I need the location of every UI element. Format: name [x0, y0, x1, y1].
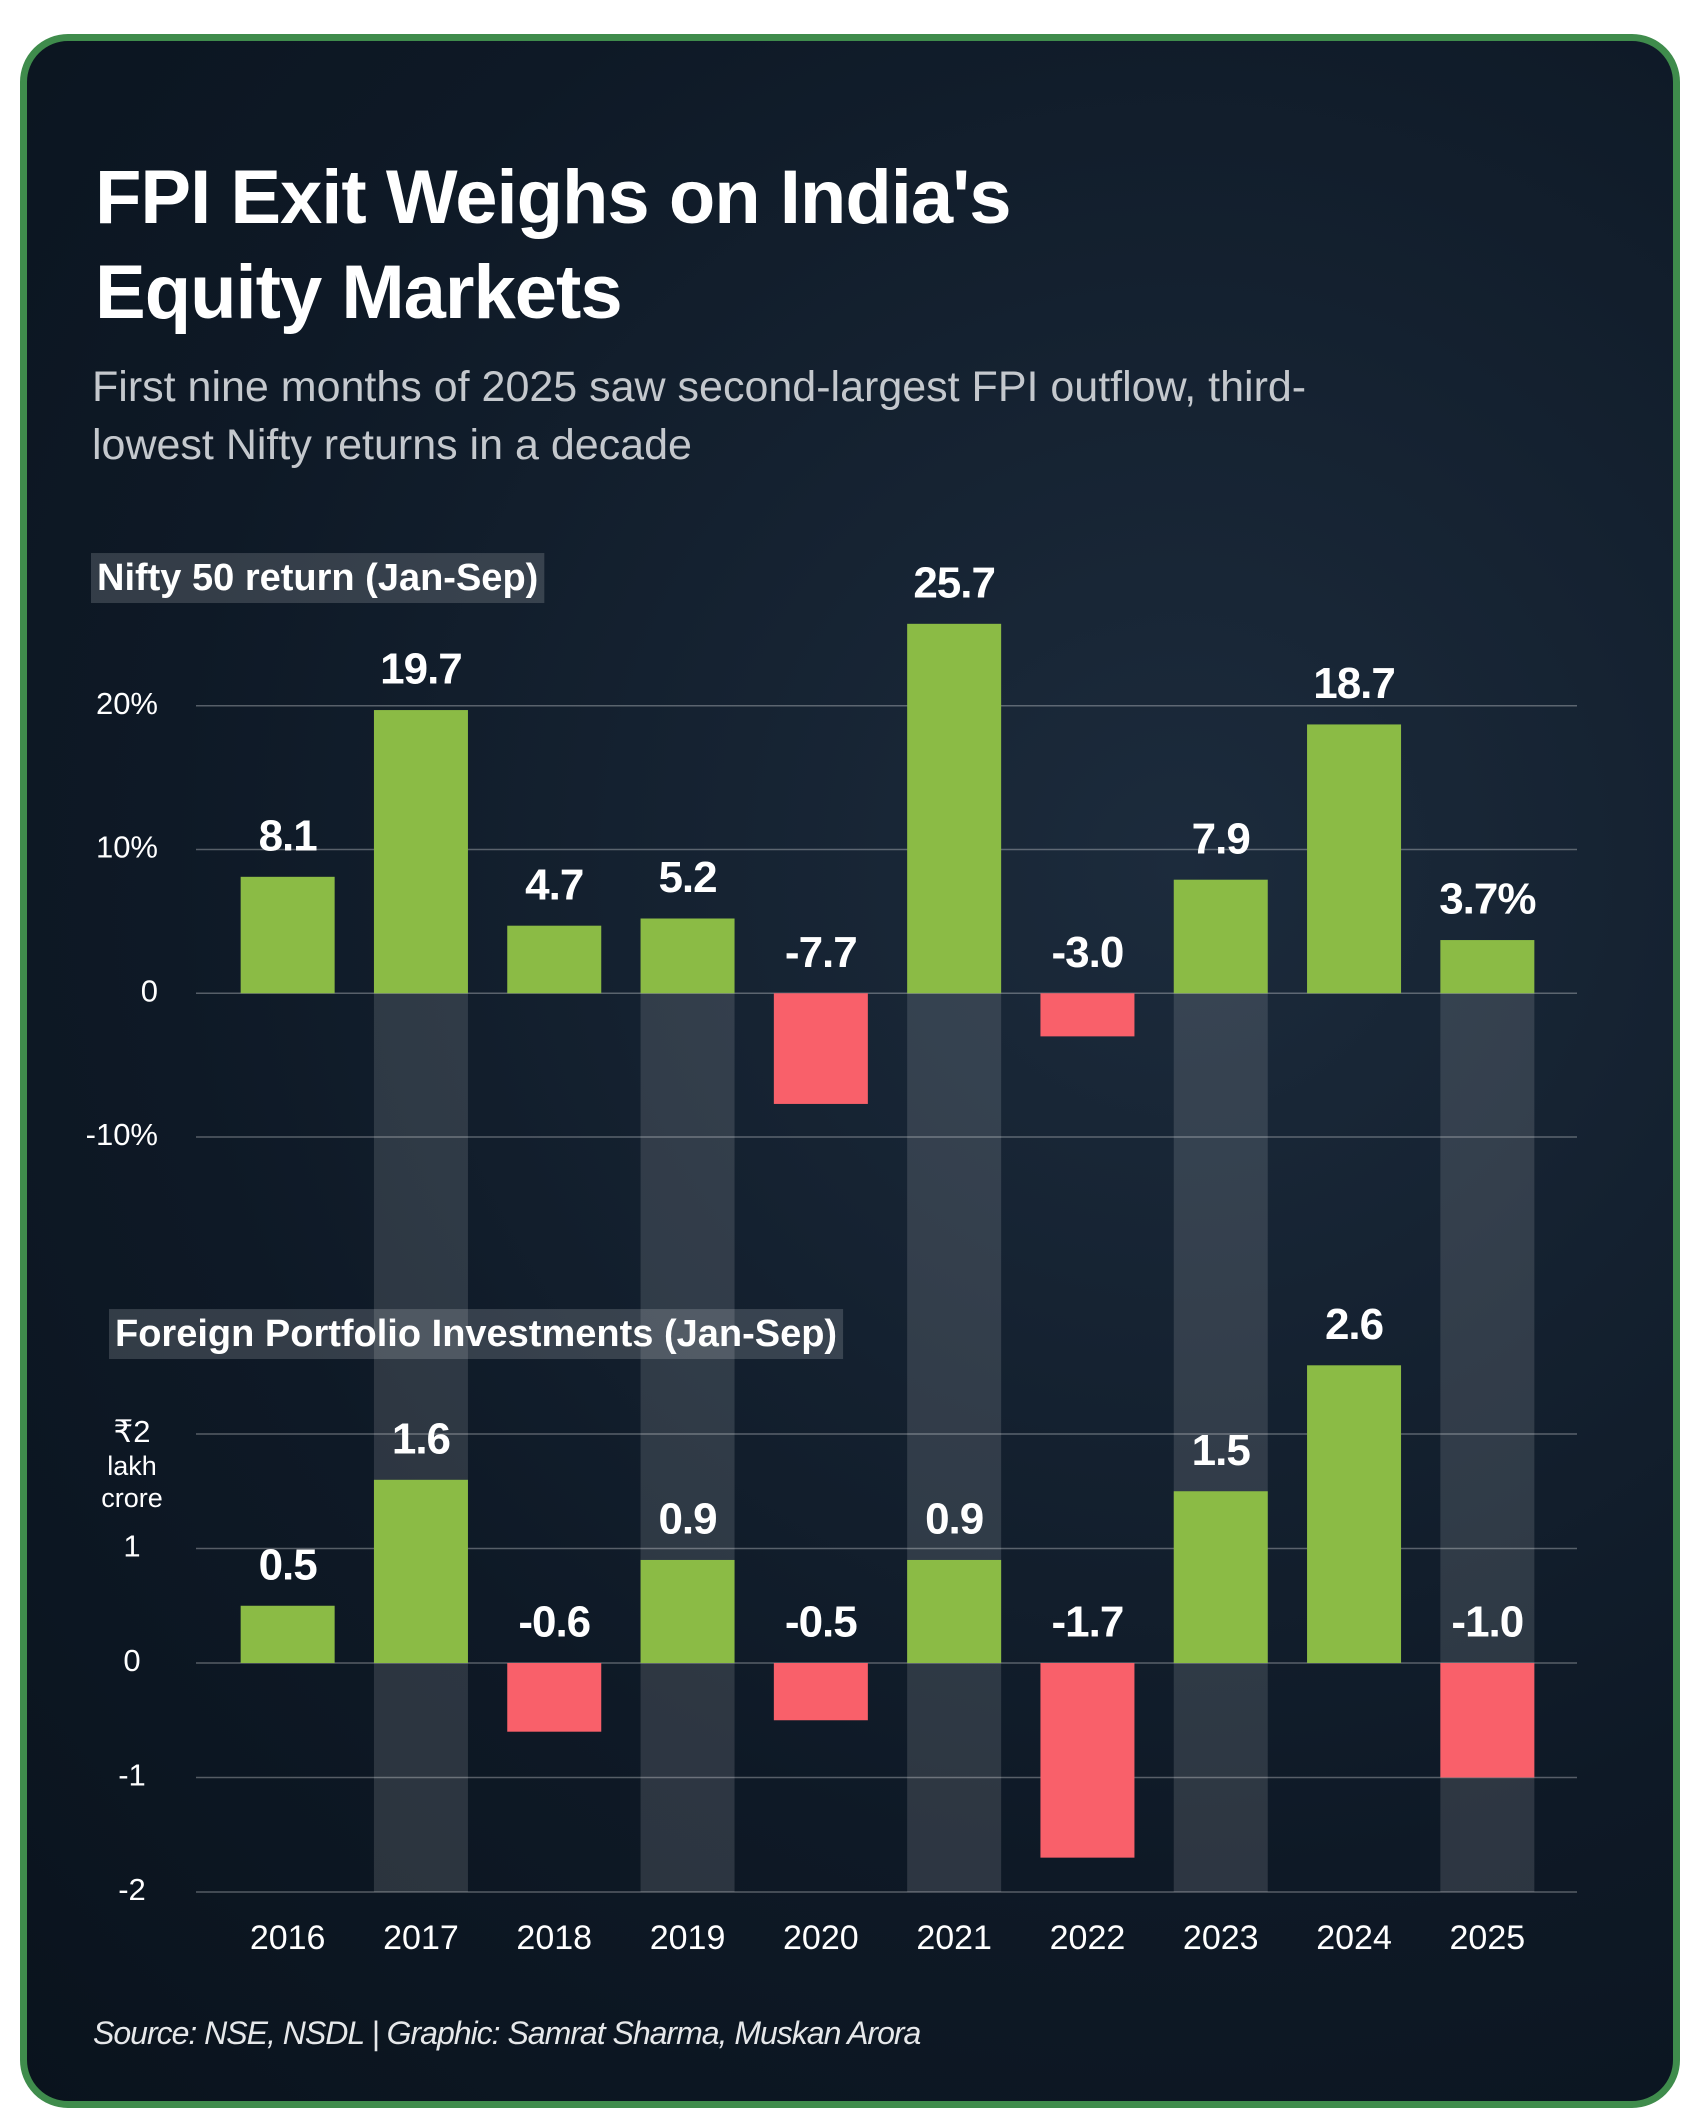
bar: [373, 1479, 468, 1663]
value-label: 2.6: [1325, 1300, 1383, 1349]
bar: [240, 1605, 335, 1663]
value-label: 4.7: [525, 860, 583, 909]
value-label: 0.9: [658, 1495, 716, 1544]
y-tick-label: -10%: [86, 1117, 158, 1152]
value-label: 1.6: [392, 1414, 450, 1463]
bar: [240, 876, 335, 994]
value-label: 7.9: [1192, 814, 1250, 863]
bar: [773, 993, 868, 1104]
value-label: 19.7: [380, 645, 462, 694]
y-tick-label: 1: [123, 1529, 140, 1564]
column-shade: [1173, 993, 1268, 1892]
bar: [1040, 1663, 1135, 1858]
bar: [1440, 940, 1535, 994]
title: FPI Exit Weighs on India's Equity Market…: [95, 155, 1011, 335]
chart-title-bg: [109, 1309, 844, 1360]
value-label: 0.9: [925, 1495, 983, 1544]
bar: [1307, 1365, 1402, 1663]
value-label: 25.7: [913, 558, 995, 607]
value-label: -7.7: [785, 928, 857, 977]
y-tick-label: -1: [118, 1758, 146, 1793]
y-tick-label: -2: [118, 1872, 146, 1907]
bar: [507, 1663, 602, 1732]
y-unit: crore: [101, 1483, 163, 1513]
column-shade: [640, 993, 735, 1892]
y-tick-label: 0: [141, 973, 158, 1008]
bar: [1173, 879, 1268, 994]
bar: [640, 1559, 735, 1663]
x-tick-label: 2020: [783, 1919, 859, 1957]
value-label: 8.1: [259, 811, 318, 860]
value-label: -1.0: [1451, 1598, 1523, 1647]
value-label: -0.5: [785, 1598, 857, 1647]
bar: [1173, 1491, 1268, 1663]
y-unit: lakh: [107, 1451, 157, 1481]
x-tick-label: 2017: [383, 1919, 459, 1957]
bar: [907, 1559, 1002, 1663]
bar: [1440, 1663, 1535, 1778]
x-tick-label: 2018: [516, 1919, 592, 1957]
x-tick-label: 2025: [1450, 1919, 1526, 1957]
x-tick-label: 2019: [650, 1919, 726, 1957]
bar: [373, 710, 468, 994]
bar: [907, 623, 1002, 994]
x-tick-label: 2022: [1050, 1919, 1126, 1957]
value-label: 3.7%: [1439, 875, 1535, 924]
source: Source: NSE, NSDL | Graphic: Samrat Shar…: [93, 2015, 921, 2051]
column-shade: [373, 993, 468, 1892]
chart-title-bg: [91, 553, 545, 604]
value-label: -0.6: [518, 1598, 590, 1647]
y-tick-label: 20%: [96, 686, 158, 721]
x-tick-label: 2023: [1183, 1919, 1259, 1957]
value-label: -3.0: [1052, 928, 1124, 977]
chart-title: Nifty 50 return (Jan-Sep): [97, 557, 538, 599]
value-label: -1.7: [1052, 1598, 1124, 1647]
x-tick-label: 2016: [250, 1919, 326, 1957]
chart-title: Foreign Portfolio Investments (Jan-Sep): [115, 1313, 837, 1355]
bar: [507, 925, 602, 994]
x-tick-label: 2021: [916, 1919, 992, 1957]
y-tick-label: 10%: [96, 830, 158, 865]
x-tick-label: 2024: [1316, 1919, 1392, 1957]
y-tick-label: 0: [123, 1643, 140, 1678]
value-label: 5.2: [658, 853, 716, 902]
column-shade: [907, 993, 1002, 1892]
subtitle: First nine months of 2025 saw second-lar…: [92, 363, 1307, 469]
bar: [773, 1663, 868, 1721]
value-label: 1.5: [1192, 1426, 1251, 1475]
bar: [1040, 993, 1135, 1037]
bar: [1307, 724, 1402, 994]
bar: [640, 918, 735, 994]
value-label: 18.7: [1313, 659, 1395, 708]
value-label: 0.5: [259, 1540, 318, 1589]
y-tick-label: ₹2: [114, 1414, 151, 1449]
